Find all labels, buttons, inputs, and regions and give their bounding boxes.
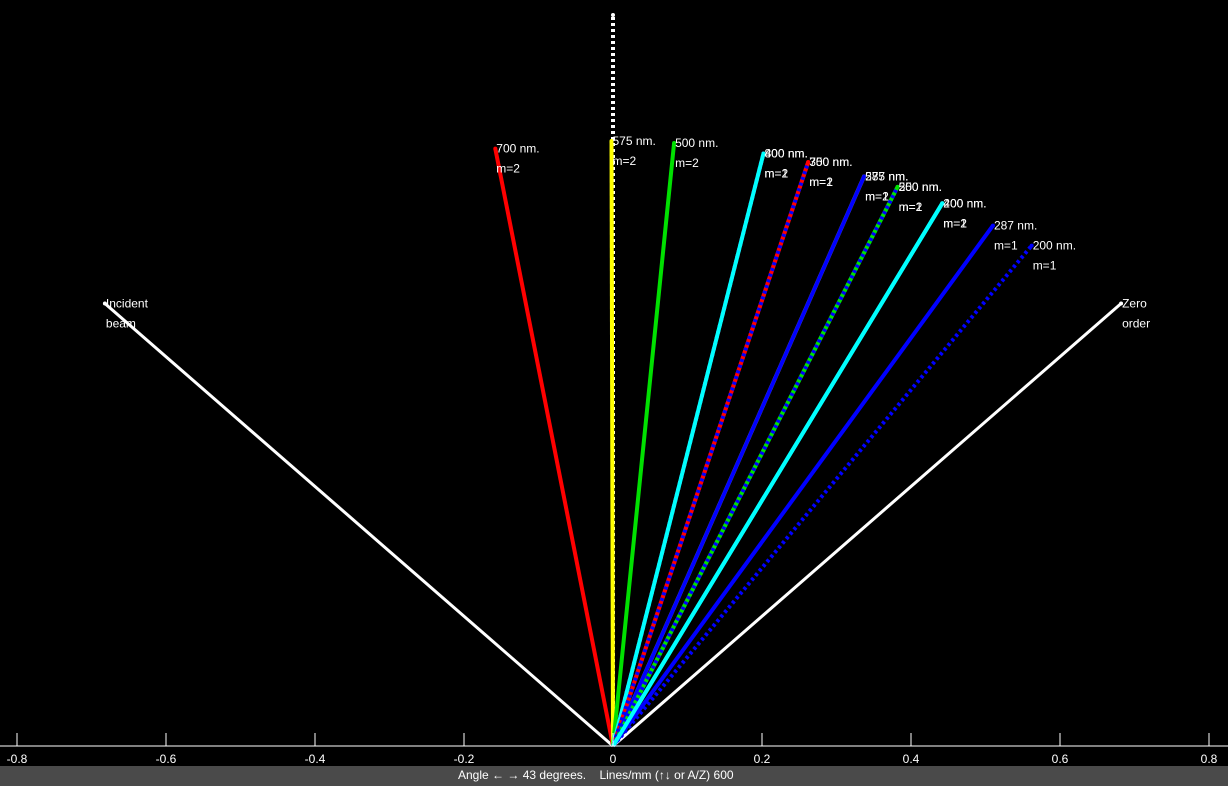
ray-label: 800 nm. <box>764 146 807 160</box>
ray-label: 500 nm. <box>899 180 942 194</box>
ray-label: m=1 <box>994 239 1018 253</box>
ray-label: 350 nm. <box>809 155 852 169</box>
lines-label: Lines/mm <box>599 768 652 782</box>
ray-200nm-m1 <box>611 244 1034 748</box>
ray-label: m=2 <box>675 156 699 170</box>
ray-label: 200 nm. <box>943 196 986 210</box>
tick-label: -0.8 <box>7 752 28 766</box>
ray-label: m=2 <box>764 166 788 180</box>
ray-endpoint <box>609 139 614 144</box>
ray-label: m=2 <box>865 189 889 203</box>
ray-label: 200 nm. <box>1033 239 1076 253</box>
ray-label: m=2 <box>899 200 923 214</box>
angle-label: Angle <box>458 768 489 782</box>
ray-endpoint <box>761 151 766 156</box>
ray-incident <box>103 302 614 748</box>
ray-575nm-m2 <box>609 140 615 747</box>
ray-endpoint <box>990 223 995 228</box>
ray-endpoint <box>611 13 615 17</box>
ray-700nm-m2 <box>493 148 615 747</box>
ray-endpoint <box>1029 243 1034 248</box>
ray-label: m=1 <box>1033 259 1057 273</box>
status-bar: Angle ← → 43 degrees. Lines/mm (↑↓ or A/… <box>0 766 1228 786</box>
ray-label: m=2 <box>496 162 520 176</box>
ray-label: 400 nm. <box>943 196 986 210</box>
ray-label: Incident <box>106 297 149 311</box>
tick-label: 0.2 <box>754 752 771 766</box>
ray-endpoint <box>806 160 811 165</box>
ray-label: 575 nm. <box>613 134 656 148</box>
ray-label: 400 nm. <box>764 146 807 160</box>
ray-500nm-m2 <box>611 142 677 747</box>
status-text: Angle ← → 43 degrees. Lines/mm (↑↓ or A/… <box>458 768 734 782</box>
ray-400nm-m2 <box>611 152 766 747</box>
ray-label: m=2 <box>613 154 637 168</box>
angle-keys: ← → <box>492 768 520 782</box>
ray-label: m=1 <box>865 189 889 203</box>
ray-label: 575 nm. <box>865 169 908 183</box>
ray-350nm-m2-dash <box>611 161 811 747</box>
tick-label: 0.4 <box>903 752 920 766</box>
ray-endpoint <box>672 141 677 146</box>
ray-287nm-m1 <box>611 224 995 748</box>
ray-endpoint <box>940 201 945 206</box>
tick-label: 0.8 <box>1201 752 1218 766</box>
lines-keys: (↑↓ or A/Z) <box>654 768 711 782</box>
ray-zero-order <box>612 302 1123 748</box>
ray-label: 287 nm. <box>865 169 908 183</box>
lines-value: 600 <box>713 768 734 782</box>
ray-label: Zero <box>1122 297 1147 311</box>
ray-200nm-m2 <box>611 202 944 748</box>
ray-label: 250 nm. <box>899 180 942 194</box>
ray-label: 287 nm. <box>994 219 1037 233</box>
ray-endpoint <box>493 146 498 151</box>
angle-value: 43 degrees. <box>522 768 587 782</box>
ray-label: 700 nm. <box>809 155 852 169</box>
ray-label: order <box>1122 317 1150 331</box>
ray-label: m=1 <box>943 216 967 230</box>
ray-endpoint <box>1119 301 1124 306</box>
ray-label: m=1 <box>899 200 923 214</box>
tick-label: -0.2 <box>454 752 475 766</box>
tick-label: -0.4 <box>305 752 326 766</box>
ray-endpoint <box>895 184 900 189</box>
ray-287nm-m2 <box>611 175 866 747</box>
tick-label: -0.6 <box>156 752 177 766</box>
ray-endpoint <box>102 301 107 306</box>
ray-label: m=2 <box>943 216 967 230</box>
grating-diagram[interactable]: Incident beam Zero order 800 nm. m=1 700 nm. m=… <box>0 0 1228 766</box>
ray-250nm-m2 <box>611 185 900 747</box>
ray-label: m=1 <box>764 166 788 180</box>
ray-label: 500 nm. <box>675 136 718 150</box>
tick-label: 0 <box>610 752 617 766</box>
ray-label: m=2 <box>809 175 833 189</box>
ray-label: 700 nm. <box>496 142 539 156</box>
ray-label: beam <box>106 317 136 331</box>
ray-label: m=1 <box>809 175 833 189</box>
ray-endpoint <box>862 174 867 179</box>
tick-label: 0.6 <box>1052 752 1069 766</box>
